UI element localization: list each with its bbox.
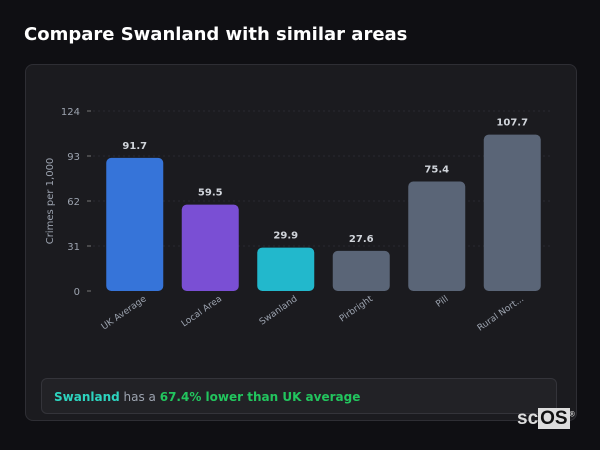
x-tick-label: Rural Nort... xyxy=(476,294,526,333)
page-title: Compare Swanland with similar areas xyxy=(24,24,408,45)
bar-4 xyxy=(408,181,466,291)
x-tick-label: UK Average xyxy=(100,294,149,332)
x-tick-label: Pill xyxy=(434,294,450,309)
data-label: 91.7 xyxy=(122,141,147,152)
y-axis-label: Crimes per 1,000 xyxy=(45,158,56,245)
comparison-summary: Swanland has a 67.4% lower than UK avera… xyxy=(41,378,557,414)
x-tick-label: Local Area xyxy=(180,294,224,329)
bar-2 xyxy=(257,247,315,291)
y-tick-label: 62 xyxy=(67,197,80,208)
bar-5 xyxy=(483,134,541,291)
data-label: 59.5 xyxy=(198,188,223,199)
scos-logo: sc OS ® xyxy=(517,408,575,429)
y-tick-label: 0 xyxy=(74,287,80,298)
summary-diff: 67.4% lower than UK average xyxy=(159,390,361,404)
data-label: 75.4 xyxy=(424,165,449,176)
y-tick-label: 124 xyxy=(61,107,80,118)
data-label: 107.7 xyxy=(496,118,528,129)
y-tick-label: 31 xyxy=(67,242,80,253)
y-tick-label: 93 xyxy=(67,152,80,163)
x-tick-label: Swanland xyxy=(258,294,300,327)
data-label: 29.9 xyxy=(273,231,298,242)
bar-0 xyxy=(106,157,164,291)
summary-text: has a xyxy=(119,390,160,404)
bar-3 xyxy=(332,250,390,291)
x-tick-label: Pirbright xyxy=(338,294,375,324)
bar-1 xyxy=(181,204,239,291)
data-label: 27.6 xyxy=(349,234,374,245)
summary-area: Swanland xyxy=(54,390,120,404)
